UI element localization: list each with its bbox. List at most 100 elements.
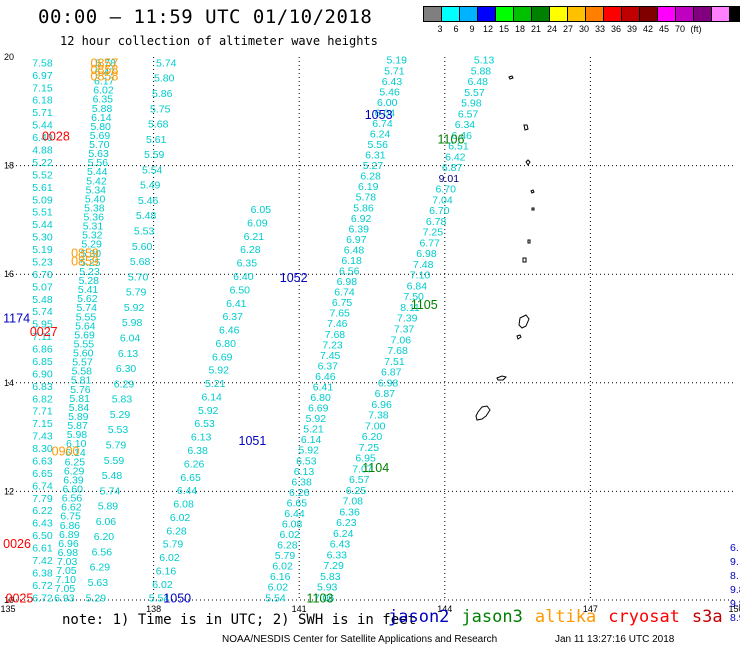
swh-value: 6.44 (177, 485, 198, 497)
swh-value: 5.48 (136, 210, 157, 222)
lon-tick-label: 150 (728, 604, 740, 614)
swh-value: 6.02 (93, 85, 114, 97)
swh-value: 6.74 (372, 118, 393, 130)
map-subtitle: 12 hour collection of altimeter wave hei… (60, 34, 378, 48)
legend-jason2: jason2 (388, 607, 450, 627)
swh-value: 6.72 (32, 592, 53, 604)
swh-value: 6.14 (301, 434, 322, 446)
swh-value: 5.89 (68, 411, 89, 423)
swh-value: 5.23 (32, 256, 53, 268)
edge-swh-value: 8.9 (730, 612, 740, 624)
swh-value: 5.84 (69, 402, 90, 414)
swh-value: 6.41 (226, 298, 247, 310)
swh-value: 6.13 (118, 348, 139, 360)
swh-value: 5.34 (86, 184, 107, 196)
swh-value: 6.98 (58, 547, 79, 559)
swh-value: 6.48 (344, 244, 365, 256)
swh-value: 5.71 (32, 107, 53, 119)
swh-value: 6.63 (32, 455, 53, 467)
lat-tick-label: 10 (4, 595, 14, 605)
swh-value: 7.79 (32, 493, 53, 505)
swh-value: 6.02 (268, 582, 289, 594)
swh-value: 6.65 (287, 497, 308, 509)
colorbar-label: 18 (514, 24, 526, 34)
swh-value: 7.07 (352, 463, 373, 475)
swh-value: 6.65 (180, 472, 201, 484)
island-outline (531, 207, 535, 211)
swh-value: 6.28 (166, 525, 187, 537)
swh-value: 6.14 (201, 391, 222, 403)
swh-value: 5.98 (461, 98, 482, 110)
swh-value: 5.83 (112, 394, 133, 406)
swh-value: 5.52 (32, 169, 53, 181)
swh-value: 5.92 (306, 413, 327, 425)
swh-value: 6.85 (32, 356, 53, 368)
swh-value: 7.68 (387, 345, 408, 357)
swh-value: 5.56 (368, 139, 389, 151)
swh-value: 5.98 (67, 429, 88, 441)
swh-value: 5.07 (32, 281, 53, 293)
swh-value: 6.90 (32, 368, 53, 380)
swh-value: 5.29 (86, 592, 107, 604)
swh-value: 6.53 (194, 418, 215, 430)
time-label: 0027 (30, 325, 58, 339)
credit-text: NOAA/NESDIS Center for Satellite Applica… (222, 634, 498, 645)
swh-value: 5.78 (356, 192, 377, 204)
swh-value: 5.54 (265, 592, 286, 604)
swh-value: 7.46 (327, 318, 348, 330)
swh-value: 6.43 (32, 518, 53, 530)
swh-value: 6.70 (429, 205, 450, 217)
time-label: 0859 (71, 246, 99, 260)
swh-value: 6.04 (375, 107, 396, 119)
time-label: 0028 (42, 130, 70, 144)
swh-value: 5.62 (77, 293, 98, 305)
time-label: 1103 (306, 591, 333, 605)
swh-value: 6.78 (426, 216, 447, 228)
lat-tick-label: 14 (4, 378, 14, 388)
swh-value: 7.51 (384, 356, 405, 368)
swh-value: 6.35 (93, 94, 114, 106)
time-label: 1053 (365, 108, 393, 122)
swh-value: 5.44 (32, 120, 53, 132)
swh-value: 6.24 (333, 528, 354, 540)
swh-value: 5.92 (208, 365, 229, 377)
island-outline (496, 375, 507, 381)
swh-value: 7.11 (32, 331, 52, 343)
swh-value: 6.46 (315, 371, 336, 383)
swh-value: 5.93 (317, 582, 338, 594)
swh-value: 6.40 (233, 271, 254, 283)
swh-value: 5.55 (76, 311, 97, 323)
swh-value: 6.86 (32, 344, 53, 356)
swh-value: 5.95 (32, 319, 53, 331)
swh-value: 5.30 (32, 232, 53, 244)
swh-value: 5.78 (95, 57, 116, 69)
time-label: 1050 (163, 591, 191, 605)
swh-value: 5.60 (73, 348, 94, 360)
swh-value: 6.70 (32, 269, 53, 281)
swh-value: 6.74 (334, 287, 355, 299)
swh-value: 6.56 (62, 493, 83, 505)
swh-value: 5.86 (152, 88, 173, 100)
island-outline (523, 124, 529, 131)
swh-value: 6.34 (455, 119, 476, 131)
swh-value: 5.29 (110, 409, 131, 421)
swh-value: 6.48 (468, 76, 489, 88)
swh-value: 6.17 (94, 76, 115, 88)
swh-value: 6.29 (114, 378, 135, 390)
swh-value: 5.92 (198, 405, 219, 417)
colorbar-label: 24 (546, 24, 558, 34)
swh-value: 5.19 (32, 244, 53, 256)
swh-value: 6.70 (435, 184, 456, 196)
edge-swh-value: 8. (730, 570, 739, 582)
swh-value: 5.88 (471, 65, 492, 77)
swh-value: 6.62 (61, 502, 82, 514)
swh-value: 6.69 (212, 351, 233, 363)
swh-value: 5.54 (142, 164, 163, 176)
swh-value: 7.48 (413, 259, 434, 271)
colorbar-label: 42 (642, 24, 654, 34)
swh-value: 5.80 (154, 73, 175, 85)
swh-value: 6.31 (365, 150, 386, 162)
swh-value: 5.53 (108, 424, 129, 436)
colorbar-label: 12 (482, 24, 494, 34)
swh-value: 5.61 (32, 182, 53, 194)
